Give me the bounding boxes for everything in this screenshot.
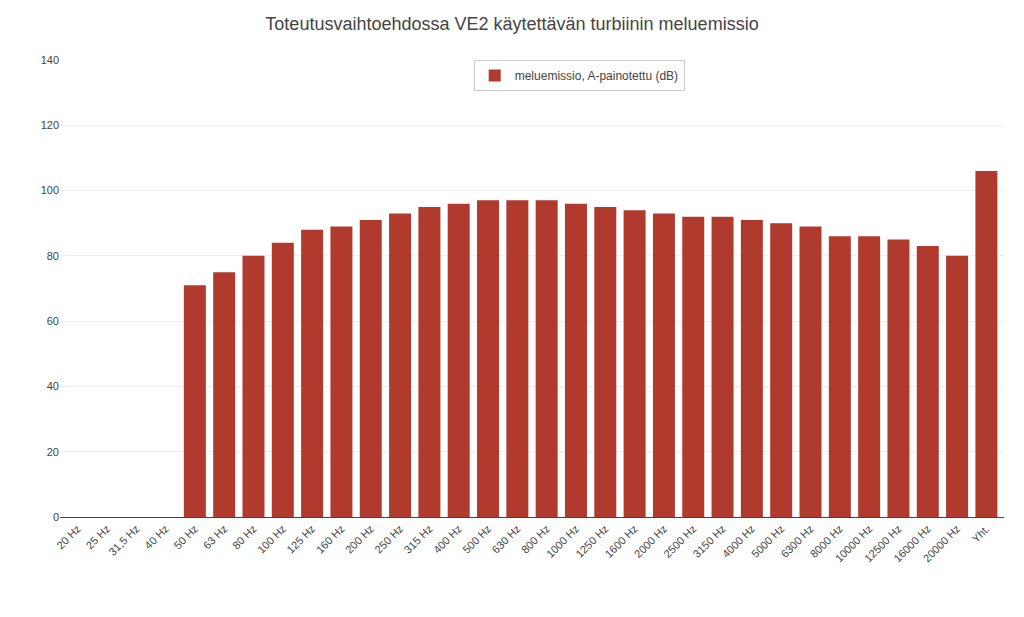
svg-text:63 Hz: 63 Hz [201, 523, 230, 552]
svg-text:40: 40 [47, 380, 59, 392]
svg-text:800 Hz: 800 Hz [519, 523, 552, 556]
svg-text:meluemissio, A-painotettu (dB): meluemissio, A-painotettu (dB) [515, 69, 678, 83]
svg-text:40 Hz: 40 Hz [142, 523, 171, 552]
svg-text:120: 120 [41, 119, 59, 131]
svg-text:250 Hz: 250 Hz [372, 523, 405, 556]
svg-text:2000 Hz: 2000 Hz [632, 523, 669, 560]
svg-text:100 Hz: 100 Hz [255, 523, 288, 556]
svg-text:3150 Hz: 3150 Hz [690, 523, 727, 560]
svg-text:125 Hz: 125 Hz [284, 523, 317, 556]
svg-text:630 Hz: 630 Hz [490, 523, 523, 556]
svg-text:4000 Hz: 4000 Hz [720, 523, 757, 560]
svg-text:16000 Hz: 16000 Hz [891, 523, 933, 565]
svg-text:160 Hz: 160 Hz [314, 523, 347, 556]
svg-text:200 Hz: 200 Hz [343, 523, 376, 556]
svg-text:31,5 Hz: 31,5 Hz [106, 523, 141, 558]
svg-text:6300 Hz: 6300 Hz [778, 523, 815, 560]
svg-text:10000 Hz: 10000 Hz [833, 523, 875, 565]
svg-text:80 Hz: 80 Hz [230, 523, 259, 552]
svg-text:80: 80 [47, 250, 59, 262]
svg-text:500 Hz: 500 Hz [460, 523, 493, 556]
svg-text:5000 Hz: 5000 Hz [749, 523, 786, 560]
svg-text:1250 Hz: 1250 Hz [573, 523, 610, 560]
svg-text:2500 Hz: 2500 Hz [661, 523, 698, 560]
svg-text:1600 Hz: 1600 Hz [602, 523, 639, 560]
svg-text:Toteutusvaihtoehdossa VE2 käyt: Toteutusvaihtoehdossa VE2 käytettävän tu… [265, 14, 758, 34]
svg-text:20 Hz: 20 Hz [54, 523, 83, 552]
svg-text:Yht.: Yht. [969, 523, 991, 545]
svg-text:100: 100 [41, 184, 59, 196]
svg-text:0: 0 [53, 511, 59, 523]
svg-text:60: 60 [47, 315, 59, 327]
svg-text:12500 Hz: 12500 Hz [862, 523, 904, 565]
svg-text:20: 20 [47, 446, 59, 458]
svg-text:315 Hz: 315 Hz [402, 523, 435, 556]
svg-text:400 Hz: 400 Hz [431, 523, 464, 556]
svg-text:25 Hz: 25 Hz [83, 523, 112, 552]
svg-text:140: 140 [41, 54, 59, 66]
svg-text:8000 Hz: 8000 Hz [808, 523, 845, 560]
svg-text:1000 Hz: 1000 Hz [544, 523, 581, 560]
svg-text:50 Hz: 50 Hz [171, 523, 200, 552]
svg-text:20000 Hz: 20000 Hz [921, 523, 963, 565]
